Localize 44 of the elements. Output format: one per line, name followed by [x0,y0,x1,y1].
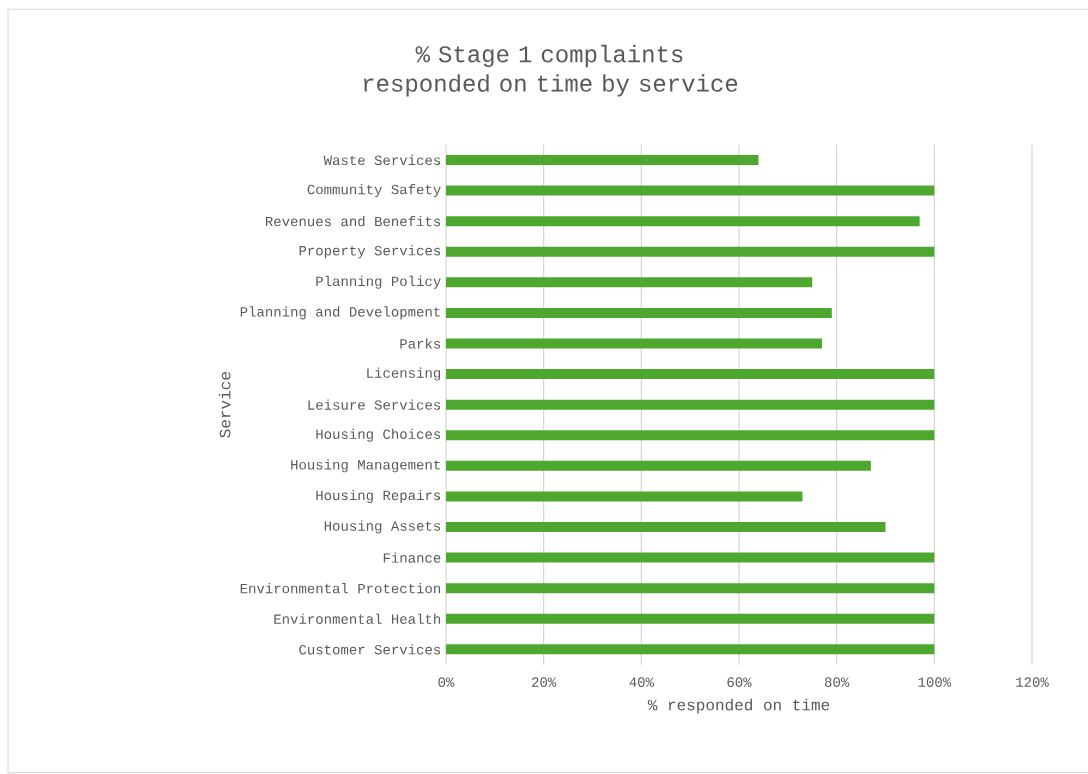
bar [446,216,920,227]
x-axis-title: % responded on time [647,698,830,714]
bar [446,246,935,257]
x-tick-label: 40% [629,677,654,687]
y-tick-label: Finance [383,552,441,563]
y-tick-label: Environmental Health [274,613,441,624]
bar [446,369,935,380]
bar [446,552,935,563]
y-tick-label: Property Services [299,245,441,259]
bar [446,185,935,196]
bar [446,154,759,165]
y-tick-label: Housing Choices [316,428,441,442]
y-tick-label: Leisure Services [308,399,441,410]
bar [446,307,832,318]
x-tick-label: 0% [438,677,455,687]
x-tick-label: 20% [532,677,557,687]
bar [446,277,813,288]
y-tick-label: Community Safety [307,184,441,198]
bar [446,338,823,349]
y-tick-label: Housing Repairs [316,489,441,503]
bar [446,644,935,655]
y-tick-label: Housing Management [291,459,440,473]
bar [446,491,803,502]
x-tick-label: 80% [824,677,850,687]
y-tick-label: Licensing [367,367,441,381]
bar [446,399,935,410]
bar [446,430,935,441]
y-tick-label: Revenues and Benefits [265,215,441,227]
chart-title: % Stage 1 complaints responded on time by service [364,44,738,97]
y-tick-label: Environmental Protection [240,583,441,594]
x-tick-label: 100% [918,677,952,687]
y-tick-label: Parks [400,338,441,349]
bar [446,613,935,624]
x-tick-label: 60% [727,677,752,687]
bar [446,583,935,594]
y-tick-label: Planning Policy [316,275,441,289]
y-axis-title: Service [218,372,231,438]
bar [446,522,886,533]
y-tick-label: Customer Services [299,644,441,655]
x-tick-label: 120% [1016,677,1049,687]
bar [446,460,871,471]
y-tick-label: Planning and Development [240,306,440,320]
y-tick-label: Waste Services [323,154,441,166]
y-tick-label: Housing Assets [324,520,441,534]
